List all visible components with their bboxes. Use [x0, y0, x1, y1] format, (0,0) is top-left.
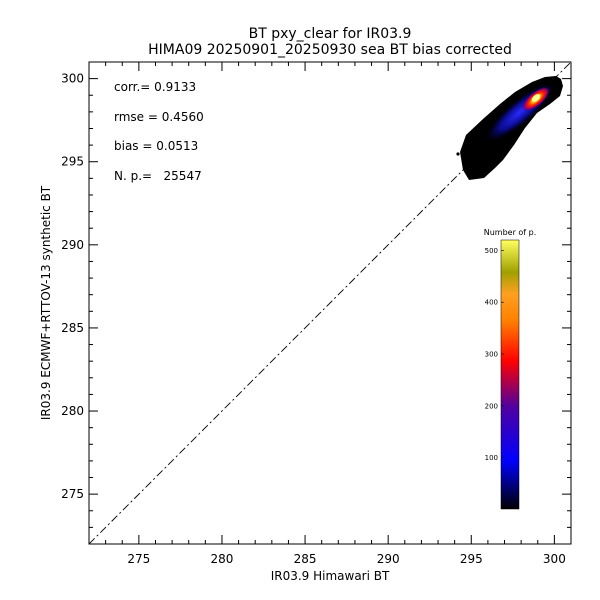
- density-outlier-point: [498, 146, 502, 150]
- colorbar-tick-label: 500: [485, 247, 498, 255]
- y-tick-label: 295: [61, 155, 84, 169]
- density-cloud: [456, 76, 563, 180]
- stat-n-points: N. p.= 25547: [114, 169, 202, 183]
- y-tick-label: 280: [61, 404, 84, 418]
- chart-title: BT pxy_clear for IR03.9: [249, 26, 412, 42]
- x-tick-label: 285: [294, 552, 317, 566]
- x-tick-label: 280: [211, 552, 234, 566]
- colorbar-title: Number of p.: [484, 228, 537, 237]
- y-tick-label: 275: [61, 487, 84, 501]
- colorbar: Number of p. 100 200 300 400 500: [484, 228, 537, 510]
- colorbar-ticks: 100 200 300 400 500: [485, 247, 504, 462]
- chart-subtitle: HIMA09 20250901_20250930 sea BT bias cor…: [148, 42, 512, 58]
- colorbar-tick-label: 100: [485, 454, 498, 462]
- x-tick-label: 290: [377, 552, 400, 566]
- colorbar-tick-label: 400: [485, 299, 498, 307]
- colorbar-tick-label: 300: [485, 351, 498, 359]
- plot-frame: [88, 61, 572, 545]
- x-tick-label: 295: [460, 552, 483, 566]
- y-axis: 275 280 285 290 295 300: [61, 61, 571, 545]
- colorbar-tick-label: 200: [485, 402, 498, 410]
- one-to-one-reference-line: [89, 62, 571, 544]
- x-tick-label: 300: [543, 552, 566, 566]
- density-outlier-point: [456, 152, 460, 156]
- y-tick-label: 290: [61, 238, 84, 252]
- y-axis-label: IR03.9 ECMWF+RTTOV-13 synthetic BT: [39, 185, 53, 420]
- x-axis: 275 280 285 290 295 300: [88, 62, 572, 566]
- y-tick-label: 300: [61, 72, 84, 86]
- x-tick-label: 275: [127, 552, 150, 566]
- x-axis-label: IR03.9 Himawari BT: [271, 569, 390, 583]
- y-tick-label: 285: [61, 321, 84, 335]
- colorbar-gradient: [500, 239, 520, 510]
- density-peak: [531, 94, 541, 102]
- stat-rmse: rmse = 0.4560: [114, 110, 204, 124]
- stat-correlation: corr.= 0.9133: [114, 80, 196, 94]
- stat-bias: bias = 0.0513: [114, 139, 198, 153]
